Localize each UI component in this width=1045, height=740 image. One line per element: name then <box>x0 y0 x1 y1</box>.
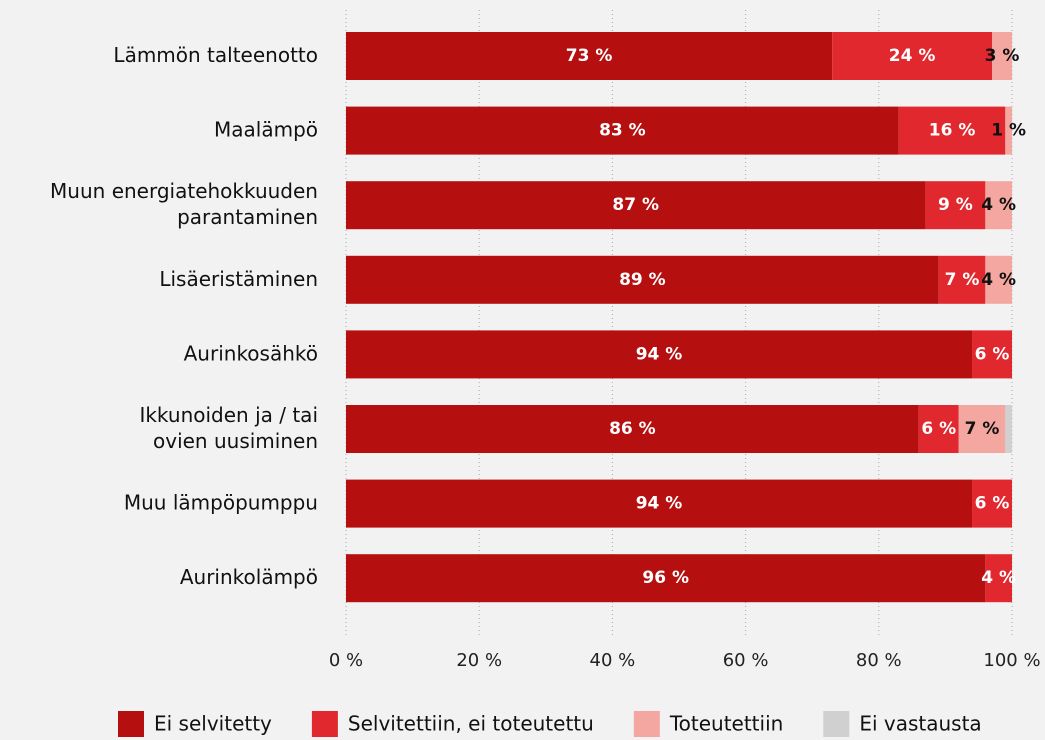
value-label: 16 % <box>929 121 976 141</box>
bar-segment <box>958 405 1006 453</box>
legend-label: Ei selvitetty <box>154 712 272 736</box>
bar-segment <box>985 554 1012 603</box>
legend-label: Selvitettiin, ei toteutettu <box>348 712 594 736</box>
bar-segment <box>346 554 986 603</box>
legend-swatch <box>823 711 850 737</box>
value-label: 6 % <box>975 494 1010 514</box>
value-label: 24 % <box>889 46 936 66</box>
category-label: Aurinkolämpö <box>180 565 318 589</box>
category-label: Muun energiatehokkuuden parantaminen <box>50 179 318 229</box>
value-label: 3 % <box>985 46 1020 66</box>
category-label: Maalämpö <box>214 117 318 141</box>
bar-segment <box>346 255 939 304</box>
legend-swatch <box>118 711 144 737</box>
bar-segment <box>938 255 986 304</box>
value-label: 86 % <box>609 419 656 439</box>
bar-segment <box>346 32 833 80</box>
bar-segment <box>832 32 993 80</box>
value-label: 4 % <box>981 270 1016 290</box>
legend-label: Toteutettiin <box>669 712 784 736</box>
x-tick-label: 20 % <box>456 650 502 671</box>
value-label: 89 % <box>619 270 666 290</box>
category-label: Lisäeristäminen <box>159 266 318 290</box>
bar-segment <box>346 479 973 528</box>
legend-swatch <box>633 711 660 737</box>
x-tick-label: 40 % <box>590 650 636 671</box>
value-label: 6 % <box>921 419 956 439</box>
value-label: 4 % <box>981 568 1016 588</box>
bar-segment <box>985 181 1012 230</box>
bar-segment <box>1005 405 1012 453</box>
x-tick-label: 100 % <box>983 650 1040 671</box>
value-label: 73 % <box>566 46 613 66</box>
category-label: Muu lämpöpumppu <box>124 490 318 514</box>
x-tick-label: 60 % <box>723 650 769 671</box>
value-label: 96 % <box>642 568 689 588</box>
x-tick-label: 0 % <box>329 650 363 671</box>
value-label: 4 % <box>981 195 1016 215</box>
bar-segment <box>346 330 973 379</box>
bar-segment <box>972 330 1012 379</box>
category-label: Aurinkosähkö <box>184 341 318 365</box>
bar-segment <box>1005 106 1012 155</box>
bar-segment <box>992 32 1012 80</box>
legend-swatch <box>311 711 338 737</box>
value-label: 1 % <box>991 121 1026 141</box>
bar-segment <box>925 181 986 230</box>
value-label: 6 % <box>975 344 1010 364</box>
legend-label: Ei vastausta <box>859 712 981 736</box>
bar-segment <box>346 106 899 155</box>
bar-segment <box>918 405 959 453</box>
value-label: 87 % <box>612 195 659 215</box>
value-label: 7 % <box>945 270 980 290</box>
bar-segment <box>346 405 919 453</box>
bar-segment <box>985 255 1012 304</box>
category-label: Lämmön talteenotto <box>113 43 318 67</box>
value-label: 83 % <box>599 121 646 141</box>
value-label: 94 % <box>636 344 683 364</box>
value-label: 7 % <box>965 419 1000 439</box>
x-tick-label: 80 % <box>856 650 902 671</box>
bar-segment <box>972 479 1012 528</box>
bar-segment <box>346 181 926 230</box>
value-label: 9 % <box>938 195 973 215</box>
value-label: 94 % <box>636 494 683 514</box>
bar-segment <box>898 106 1006 155</box>
category-label: Ikkunoiden ja / tai ovien uusiminen <box>139 403 318 453</box>
